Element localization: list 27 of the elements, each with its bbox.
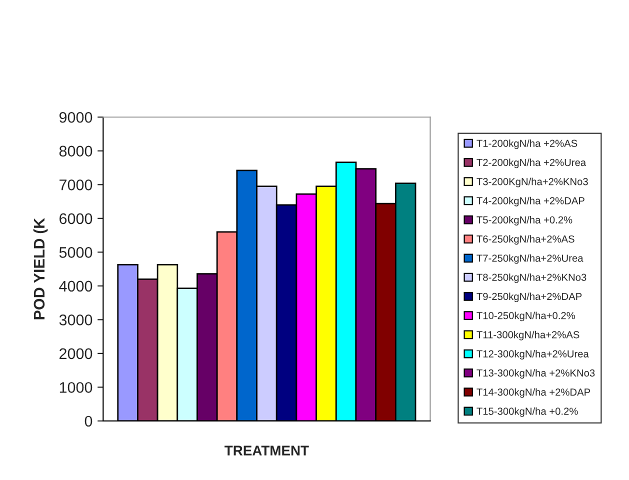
legend-label: T8-250kgN/ha+2%KNo3	[476, 273, 586, 283]
legend-label: T2-200kgN/ha +2%Urea	[476, 158, 586, 168]
legend-label: T5-200kgN/ha +0.2%	[476, 216, 572, 226]
legend-label: T12-300kgN/ha+2%Urea	[476, 350, 589, 360]
legend-label: T3-200KgN/ha+2%KNo3	[476, 178, 588, 188]
legend-label: T11-300kgN/ha+2%AS	[476, 330, 580, 340]
y-tick-label: 1000	[60, 382, 92, 393]
legend-label: T6-250kgN/ha+2%AS	[476, 235, 574, 245]
legend-label: T13-300kgN/ha +2%KNo3	[476, 369, 595, 379]
y-axis-title: POD YIELD (K	[33, 218, 48, 320]
legend-label: T1-200kgN/ha +2%AS	[476, 139, 578, 149]
legend-label: T4-200kgN/ha +2%DAP	[476, 196, 584, 206]
y-tick-label: 4000	[59, 280, 92, 292]
y-tick-label: 8000	[59, 146, 92, 157]
y-tick-label: 0	[84, 416, 92, 427]
y-tick-label: 6000	[60, 213, 92, 224]
y-tick-label: 7000	[60, 180, 92, 190]
legend-label: T7-250kgN/ha+2%Urea	[476, 254, 584, 264]
y-tick-label: 5000	[59, 247, 92, 258]
y-tick-label: 9000	[59, 112, 92, 123]
legend-label: T10-250kgN/ha+0.2%	[476, 312, 576, 322]
legend-label: T9-250kgN/ha+2%DAP	[476, 292, 582, 302]
legend-label: T15-300kgN/ha +0.2%	[476, 407, 578, 417]
y-tick-label: 2000	[60, 348, 92, 360]
y-tick-label: 3000	[59, 314, 92, 326]
x-axis-title: TREATMENT	[224, 446, 309, 456]
legend-label: T14-300kgN/ha +2%DAP	[476, 388, 590, 398]
